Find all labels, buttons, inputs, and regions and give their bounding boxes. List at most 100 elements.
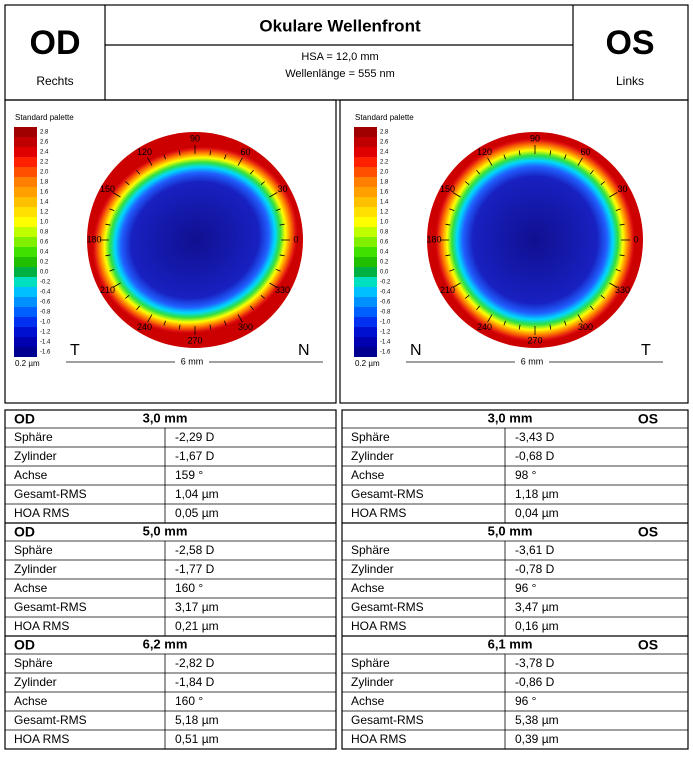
palette-swatch — [354, 137, 377, 147]
axis-tick — [503, 320, 506, 326]
row-value: 0,16 µm — [515, 619, 559, 633]
axis-tick — [615, 269, 621, 272]
axis-tick — [600, 181, 605, 186]
row-label: Achse — [351, 468, 385, 482]
axis-tick — [503, 154, 506, 160]
axis-tick — [449, 269, 455, 272]
palette-swatch — [354, 197, 377, 207]
axis-tick — [260, 294, 265, 299]
palette-title: Standard palette — [15, 113, 74, 122]
axis-tick — [465, 294, 470, 299]
palette-swatch — [14, 127, 37, 137]
row-value: 0,21 µm — [175, 619, 219, 633]
degree-label: 60 — [580, 147, 590, 157]
axis-tick — [163, 154, 166, 160]
palette-swatch — [14, 287, 37, 297]
palette-swatch — [14, 217, 37, 227]
axis-tick — [136, 305, 141, 310]
row-label: HOA RMS — [14, 619, 69, 633]
degree-label: 330 — [615, 285, 630, 295]
row-label: HOA RMS — [351, 506, 406, 520]
degree-label: 120 — [137, 147, 152, 157]
row-label: Sphäre — [351, 430, 390, 444]
axis-tick — [518, 150, 521, 156]
palette-title: Standard palette — [355, 113, 414, 122]
palette-swatch — [354, 227, 377, 237]
axis-tick — [445, 223, 451, 226]
row-label: Zylinder — [351, 562, 394, 576]
axis-tick — [564, 154, 567, 160]
row-label: HOA RMS — [351, 619, 406, 633]
palette-label: 2.8 — [40, 130, 49, 136]
palette-label: 2.4 — [40, 150, 49, 156]
palette-swatch — [354, 287, 377, 297]
degree-label: 120 — [477, 147, 492, 157]
palette-swatch — [354, 267, 377, 277]
row-value: 1,18 µm — [515, 487, 559, 501]
row-value: -0,86 D — [515, 675, 555, 689]
degree-label: 270 — [527, 335, 542, 345]
axis-tick — [577, 314, 583, 323]
row-value: 159 ° — [175, 468, 203, 482]
eye-label: OS — [638, 637, 658, 653]
axis-tick — [249, 305, 254, 310]
row-value: -2,29 D — [175, 430, 215, 444]
palette-swatch — [14, 197, 37, 207]
diameter: 6,1 mm — [488, 636, 533, 651]
wavelength: Wellenlänge = 555 nm — [285, 68, 395, 80]
row-label: Sphäre — [14, 430, 53, 444]
axis-tick — [237, 157, 243, 166]
row-value: 96 ° — [515, 581, 537, 595]
palette-label: 1.6 — [380, 190, 389, 196]
row-value: -3,43 D — [515, 430, 555, 444]
axis-tick — [109, 208, 115, 211]
palette-unit: 0.2 µm — [15, 359, 40, 368]
palette-swatch — [354, 167, 377, 177]
axis-tick — [279, 223, 285, 226]
row-value: 0,05 µm — [175, 506, 219, 520]
palette-label: 2.6 — [40, 140, 49, 146]
palette-label: -1.2 — [40, 330, 51, 336]
palette-label: 0.8 — [380, 230, 389, 236]
palette-label: 0.6 — [380, 240, 389, 246]
axis-tick — [178, 324, 181, 330]
axis-tick — [209, 324, 212, 330]
palette-swatch — [354, 237, 377, 247]
axis-tick — [237, 314, 243, 323]
palette-swatch — [354, 307, 377, 317]
row-label: Gesamt-RMS — [351, 600, 424, 614]
scale-label: 6 mm — [521, 356, 544, 366]
degree-label: 300 — [578, 322, 593, 332]
palette-label: -1.4 — [40, 340, 51, 346]
degree-label: 30 — [277, 184, 287, 194]
axis-tick — [269, 282, 278, 288]
row-label: Gesamt-RMS — [351, 713, 424, 727]
palette-label: 2.8 — [380, 130, 389, 136]
palette-swatch — [354, 317, 377, 327]
eye-label: OD — [14, 524, 35, 540]
eye-label: OD — [14, 637, 35, 653]
row-label: Sphäre — [14, 656, 53, 670]
palette-label: 1.2 — [40, 210, 49, 216]
palette-label: -0.4 — [380, 290, 391, 296]
row-label: HOA RMS — [351, 732, 406, 746]
palette-swatch — [14, 177, 37, 187]
palette-label: 1.8 — [380, 180, 389, 186]
row-label: HOA RMS — [14, 732, 69, 746]
row-value: -3,78 D — [515, 656, 555, 670]
row-label: Achse — [351, 581, 385, 595]
axis-tick — [275, 269, 281, 272]
row-value: 0,04 µm — [515, 506, 559, 520]
palette-label: -1.0 — [40, 320, 51, 326]
axis-tick — [224, 154, 227, 160]
palette-unit: 0.2 µm — [355, 359, 380, 368]
right-side: Links — [616, 74, 644, 88]
axis-tick — [105, 254, 111, 257]
palette-swatch — [354, 217, 377, 227]
hsa: HSA = 12,0 mm — [301, 51, 378, 63]
degree-label: 90 — [190, 133, 200, 143]
degree-label: 330 — [275, 285, 290, 295]
palette-label: -1.2 — [380, 330, 391, 336]
axis-tick — [224, 320, 227, 326]
